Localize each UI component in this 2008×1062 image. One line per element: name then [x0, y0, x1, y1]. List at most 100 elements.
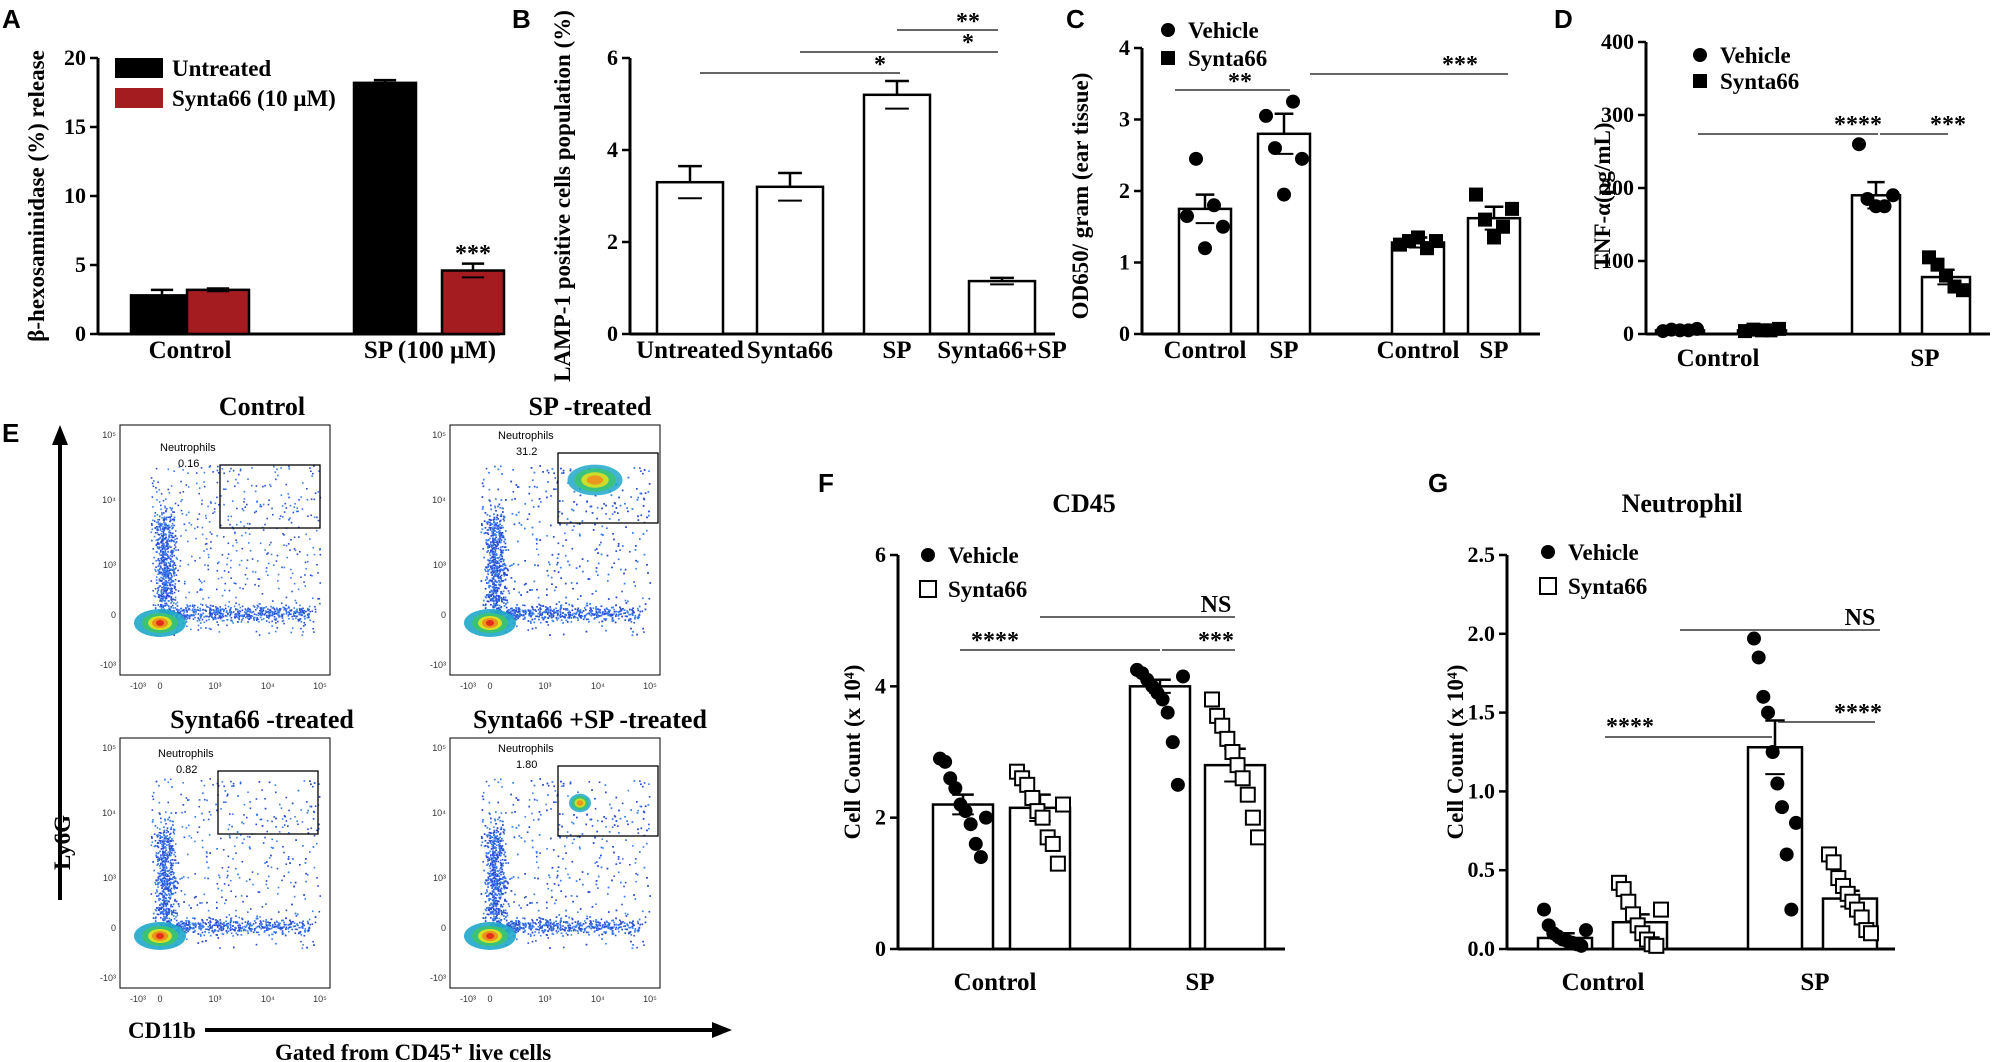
flow-event-dot — [498, 581, 501, 583]
flow-event-dot — [170, 558, 172, 561]
flow-event-dot — [285, 610, 287, 613]
flow-event-dot — [162, 499, 165, 502]
flow-event-dot — [487, 570, 489, 573]
flow-event-dot — [241, 609, 244, 612]
flow-event-dot — [243, 614, 245, 616]
flow-event-dot — [187, 615, 189, 617]
flow-event-dot — [236, 507, 238, 510]
flow-event-dot — [558, 601, 561, 603]
flow-event-dot — [229, 523, 231, 526]
flow-event-dot — [236, 608, 239, 611]
flow-event-dot — [164, 596, 167, 599]
g-x-category: SP — [1800, 969, 1829, 996]
flow-event-dot — [173, 571, 176, 574]
flow-event-dot — [507, 549, 510, 551]
flow-event-dot — [290, 610, 292, 612]
flow-x-tick-label: 10⁴ — [261, 681, 275, 691]
flow-event-dot — [173, 554, 176, 557]
flow-event-dot — [277, 609, 280, 611]
flow-event-dot — [166, 548, 168, 550]
flow-event-dot — [529, 609, 532, 612]
flow-event-dot — [271, 600, 274, 602]
flow-event-dot — [637, 609, 640, 612]
flow-event-dot — [198, 619, 201, 622]
flow-event-dot — [200, 467, 203, 469]
flow-event-dot — [649, 582, 652, 584]
flow-event-dot — [152, 506, 154, 508]
flow-x-tick-label: 10⁵ — [643, 681, 657, 691]
flow-event-dot — [574, 616, 577, 619]
flow-event-dot — [203, 580, 206, 583]
flow-event-dot — [230, 616, 233, 619]
flow-event-dot — [177, 549, 180, 551]
flow-event-dot — [613, 610, 616, 613]
flow-event-dot — [495, 527, 498, 530]
flow-event-dot — [306, 554, 309, 556]
flow-event-dot — [536, 486, 538, 489]
flow-event-dot — [492, 583, 494, 586]
flow-event-dot — [569, 614, 572, 617]
flow-event-dot — [162, 550, 164, 553]
flow-event-dot — [511, 607, 514, 610]
flow-event-dot — [162, 544, 165, 546]
g-legend-marker — [1541, 545, 1555, 559]
flow-event-dot — [570, 582, 573, 584]
flow-y-tick-label: -10³ — [100, 973, 116, 983]
flow-event-dot — [163, 568, 166, 571]
flow-event-dot — [164, 557, 167, 559]
flow-event-dot — [573, 501, 575, 503]
flow-event-dot — [611, 614, 614, 617]
flow-event-dot — [641, 610, 644, 613]
flow-event-dot — [279, 515, 282, 517]
flow-event-dot — [499, 570, 502, 573]
flow-event-dot — [272, 611, 274, 613]
flow-event-dot — [159, 579, 162, 581]
flow-event-dot — [162, 590, 165, 592]
flow-event-dot — [504, 564, 507, 567]
flow-event-dot — [534, 609, 536, 611]
flow-event-dot — [173, 511, 175, 513]
flow-event-dot — [552, 615, 555, 618]
arrow-right-icon — [712, 1022, 732, 1038]
flow-event-dot — [216, 535, 218, 537]
flow-event-dot — [566, 621, 569, 623]
flow-event-dot — [276, 554, 279, 557]
flow-event-dot — [256, 501, 258, 503]
flow-event-dot — [499, 546, 502, 549]
flow-event-dot — [494, 558, 496, 561]
f-y-tick-label: 2 — [875, 805, 886, 830]
flow-event-dot — [580, 611, 583, 614]
flow-event-dot — [273, 616, 276, 618]
flow-event-dot — [502, 571, 505, 574]
flow-event-dot — [161, 569, 164, 571]
flow-event-dot — [299, 550, 301, 553]
flow-event-dot — [171, 592, 174, 595]
flow-event-dot — [158, 488, 161, 491]
flow-event-dot — [161, 547, 164, 550]
flow-event-dot — [569, 469, 572, 472]
flow-event-dot — [503, 516, 506, 519]
flow-event-dot — [255, 613, 258, 616]
flow-event-dot — [492, 534, 494, 537]
c-point — [1496, 219, 1510, 234]
flow-event-dot — [620, 613, 622, 615]
flow-event-dot — [156, 513, 159, 516]
flow-event-dot — [490, 603, 492, 606]
flow-event-dot — [158, 568, 161, 571]
flow-event-dot — [275, 622, 277, 624]
flow-y-tick-label: 10⁴ — [102, 495, 116, 505]
flow-event-dot — [269, 483, 271, 486]
flow-event-dot — [167, 555, 169, 557]
flow-event-dot — [592, 614, 594, 616]
flow-event-dot — [257, 612, 260, 614]
f-legend-marker — [919, 580, 937, 598]
flow-event-dot — [292, 612, 295, 615]
flow-event-dot — [286, 607, 288, 610]
flow-event-dot — [197, 617, 200, 619]
flow-event-dot — [598, 544, 601, 546]
flow-event-dot — [313, 631, 315, 633]
flow-event-dot — [489, 585, 492, 587]
flow-event-dot — [151, 524, 153, 527]
flow-event-dot — [537, 608, 540, 611]
flow-event-dot — [603, 612, 606, 615]
